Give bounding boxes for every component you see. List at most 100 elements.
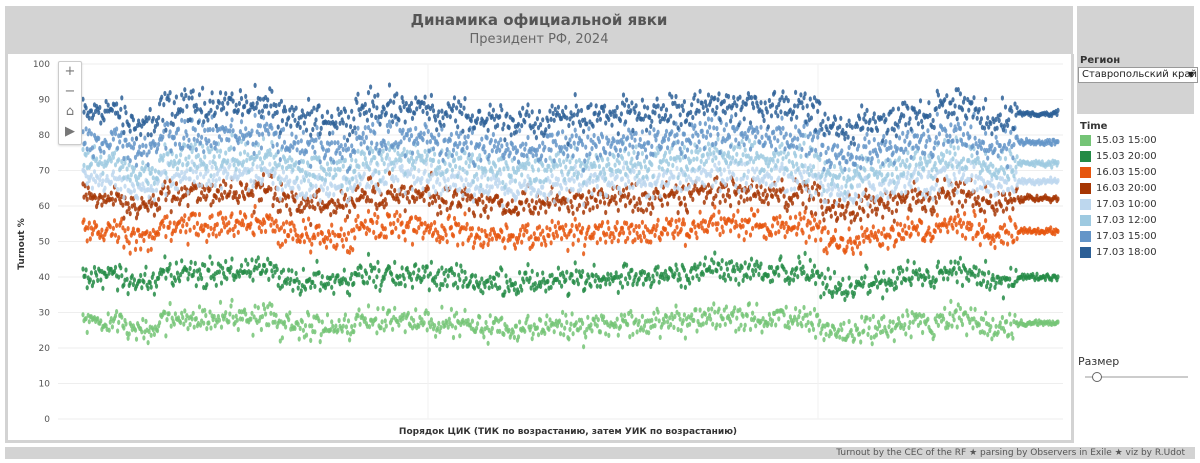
data-point — [916, 186, 921, 192]
data-point — [263, 306, 267, 312]
data-point — [470, 318, 474, 324]
data-point — [507, 288, 511, 294]
data-point — [807, 234, 811, 240]
data-point — [725, 176, 730, 182]
data-point — [433, 323, 437, 329]
data-point — [84, 316, 88, 322]
data-point — [557, 318, 562, 324]
data-point — [165, 175, 169, 181]
data-point — [628, 230, 632, 236]
data-point — [801, 230, 805, 236]
data-point — [748, 326, 753, 332]
data-point — [641, 208, 646, 215]
data-point — [992, 185, 996, 191]
data-point — [812, 180, 817, 186]
data-point — [545, 313, 549, 319]
data-point — [777, 175, 781, 181]
data-point — [384, 201, 388, 207]
data-point — [270, 268, 274, 274]
data-point — [802, 215, 806, 221]
data-point — [429, 317, 433, 323]
data-point — [96, 277, 100, 283]
data-point — [775, 188, 779, 194]
data-point — [290, 268, 294, 274]
data-point — [505, 279, 509, 285]
data-point — [169, 237, 173, 243]
data-point — [291, 236, 295, 242]
data-point — [205, 163, 209, 169]
data-point — [714, 179, 718, 185]
data-point — [360, 274, 364, 280]
data-point — [223, 189, 227, 195]
data-point — [514, 194, 518, 200]
data-point — [1012, 238, 1016, 244]
data-point — [960, 203, 965, 209]
data-point — [165, 317, 169, 323]
data-point — [302, 239, 306, 245]
data-point — [804, 205, 808, 211]
data-point — [459, 263, 463, 269]
data-point — [526, 313, 530, 319]
data-point — [888, 319, 892, 325]
data-point — [791, 277, 796, 283]
data-point — [586, 314, 590, 320]
data-point — [645, 207, 649, 213]
data-point — [623, 193, 627, 199]
data-point — [798, 211, 802, 217]
data-point — [804, 322, 808, 328]
data-point — [387, 156, 392, 162]
data-point — [555, 276, 560, 282]
data-point — [721, 316, 725, 322]
data-point — [187, 271, 191, 277]
data-point — [181, 223, 185, 229]
data-point — [567, 336, 571, 342]
data-point — [277, 162, 281, 168]
data-point — [149, 284, 153, 290]
data-point — [545, 225, 549, 231]
data-point — [995, 191, 999, 197]
data-point — [122, 325, 126, 331]
data-point — [711, 269, 715, 275]
data-point — [595, 203, 599, 210]
data-point — [846, 189, 850, 195]
data-point — [181, 314, 185, 321]
data-point — [400, 163, 404, 169]
data-point — [252, 232, 256, 238]
data-point — [927, 274, 931, 280]
data-point — [152, 291, 156, 297]
data-point — [604, 209, 608, 216]
data-point — [309, 194, 313, 200]
data-point — [366, 303, 371, 309]
data-point — [737, 233, 741, 239]
data-point — [105, 273, 109, 279]
data-point — [260, 313, 265, 320]
data-point — [807, 276, 811, 282]
plot-frame: 0 10 20 30 40 50 60 70 80 90 100 Порядок ЦИК (ТИК п… — [5, 54, 1074, 443]
data-point — [479, 213, 483, 219]
data-point — [673, 185, 677, 191]
data-point — [991, 316, 995, 322]
data-point — [718, 199, 722, 205]
data-point — [717, 160, 721, 166]
data-point — [740, 217, 744, 223]
data-point — [802, 304, 806, 311]
data-point — [924, 194, 928, 200]
data-point — [197, 267, 202, 273]
data-point — [92, 169, 97, 175]
data-point — [263, 219, 267, 226]
data-point — [428, 324, 432, 330]
data-point — [121, 202, 125, 208]
data-point — [250, 310, 254, 316]
data-point — [259, 197, 263, 203]
data-point — [855, 326, 860, 332]
data-point — [623, 312, 627, 318]
data-point — [722, 271, 726, 277]
data-point — [164, 197, 168, 203]
data-point — [300, 167, 304, 173]
data-point — [186, 189, 190, 195]
data-point — [228, 269, 232, 275]
data-point — [886, 245, 890, 251]
data-point — [909, 184, 913, 190]
data-point — [133, 246, 138, 252]
